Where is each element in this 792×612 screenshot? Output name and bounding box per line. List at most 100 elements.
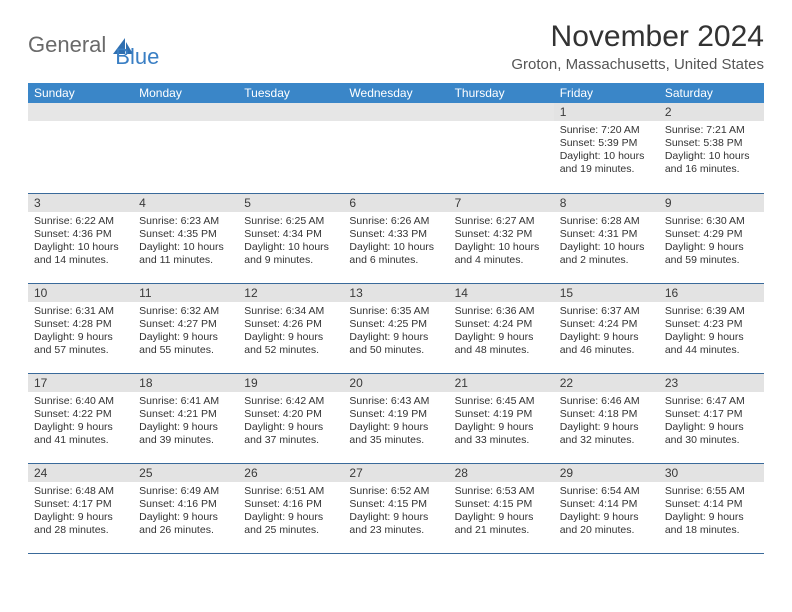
calendar-day-cell: 4Sunrise: 6:23 AMSunset: 4:35 PMDaylight… — [133, 193, 238, 283]
day-details: Sunrise: 6:52 AMSunset: 4:15 PMDaylight:… — [343, 482, 448, 542]
calendar-header-row: SundayMondayTuesdayWednesdayThursdayFrid… — [28, 83, 764, 103]
day-details: Sunrise: 6:37 AMSunset: 4:24 PMDaylight:… — [554, 302, 659, 362]
day-details: Sunrise: 6:45 AMSunset: 4:19 PMDaylight:… — [449, 392, 554, 452]
weekday-header: Friday — [554, 83, 659, 103]
day-number: 23 — [659, 374, 764, 392]
calendar-day-cell: 12Sunrise: 6:34 AMSunset: 4:26 PMDayligh… — [238, 283, 343, 373]
day-number: 20 — [343, 374, 448, 392]
day-number: 10 — [28, 284, 133, 302]
calendar-week-row: 24Sunrise: 6:48 AMSunset: 4:17 PMDayligh… — [28, 463, 764, 553]
calendar-day-cell: 8Sunrise: 6:28 AMSunset: 4:31 PMDaylight… — [554, 193, 659, 283]
day-details: Sunrise: 6:27 AMSunset: 4:32 PMDaylight:… — [449, 212, 554, 272]
calendar-day-cell: 26Sunrise: 6:51 AMSunset: 4:16 PMDayligh… — [238, 463, 343, 553]
day-number: 8 — [554, 194, 659, 212]
day-number: 19 — [238, 374, 343, 392]
day-number-empty — [133, 103, 238, 121]
day-number: 29 — [554, 464, 659, 482]
day-number: 25 — [133, 464, 238, 482]
day-number: 9 — [659, 194, 764, 212]
day-number: 16 — [659, 284, 764, 302]
day-number: 22 — [554, 374, 659, 392]
calendar-day-cell — [133, 103, 238, 193]
calendar-day-cell: 22Sunrise: 6:46 AMSunset: 4:18 PMDayligh… — [554, 373, 659, 463]
day-details: Sunrise: 6:53 AMSunset: 4:15 PMDaylight:… — [449, 482, 554, 542]
day-details: Sunrise: 7:20 AMSunset: 5:39 PMDaylight:… — [554, 121, 659, 181]
calendar-day-cell: 2Sunrise: 7:21 AMSunset: 5:38 PMDaylight… — [659, 103, 764, 193]
day-details: Sunrise: 6:25 AMSunset: 4:34 PMDaylight:… — [238, 212, 343, 272]
day-number: 14 — [449, 284, 554, 302]
day-number: 4 — [133, 194, 238, 212]
day-details: Sunrise: 6:49 AMSunset: 4:16 PMDaylight:… — [133, 482, 238, 542]
day-number: 5 — [238, 194, 343, 212]
day-number: 28 — [449, 464, 554, 482]
day-details: Sunrise: 6:32 AMSunset: 4:27 PMDaylight:… — [133, 302, 238, 362]
weekday-header: Thursday — [449, 83, 554, 103]
day-details: Sunrise: 6:47 AMSunset: 4:17 PMDaylight:… — [659, 392, 764, 452]
calendar-day-cell — [449, 103, 554, 193]
day-details: Sunrise: 6:36 AMSunset: 4:24 PMDaylight:… — [449, 302, 554, 362]
day-details: Sunrise: 6:41 AMSunset: 4:21 PMDaylight:… — [133, 392, 238, 452]
calendar-day-cell: 18Sunrise: 6:41 AMSunset: 4:21 PMDayligh… — [133, 373, 238, 463]
calendar-day-cell: 7Sunrise: 6:27 AMSunset: 4:32 PMDaylight… — [449, 193, 554, 283]
calendar-day-cell: 24Sunrise: 6:48 AMSunset: 4:17 PMDayligh… — [28, 463, 133, 553]
day-number: 3 — [28, 194, 133, 212]
calendar-week-row: 17Sunrise: 6:40 AMSunset: 4:22 PMDayligh… — [28, 373, 764, 463]
calendar-day-cell — [343, 103, 448, 193]
header: General Blue November 2024 Groton, Massa… — [28, 20, 764, 73]
day-number-empty — [449, 103, 554, 121]
day-details: Sunrise: 6:26 AMSunset: 4:33 PMDaylight:… — [343, 212, 448, 272]
calendar-week-row: 10Sunrise: 6:31 AMSunset: 4:28 PMDayligh… — [28, 283, 764, 373]
day-number: 7 — [449, 194, 554, 212]
calendar-day-cell: 17Sunrise: 6:40 AMSunset: 4:22 PMDayligh… — [28, 373, 133, 463]
weekday-header: Tuesday — [238, 83, 343, 103]
calendar-day-cell: 20Sunrise: 6:43 AMSunset: 4:19 PMDayligh… — [343, 373, 448, 463]
day-details: Sunrise: 6:23 AMSunset: 4:35 PMDaylight:… — [133, 212, 238, 272]
calendar-day-cell: 10Sunrise: 6:31 AMSunset: 4:28 PMDayligh… — [28, 283, 133, 373]
day-details: Sunrise: 6:34 AMSunset: 4:26 PMDaylight:… — [238, 302, 343, 362]
day-details: Sunrise: 6:46 AMSunset: 4:18 PMDaylight:… — [554, 392, 659, 452]
calendar-day-cell: 14Sunrise: 6:36 AMSunset: 4:24 PMDayligh… — [449, 283, 554, 373]
calendar-day-cell — [238, 103, 343, 193]
day-details: Sunrise: 6:43 AMSunset: 4:19 PMDaylight:… — [343, 392, 448, 452]
day-number-empty — [238, 103, 343, 121]
day-details: Sunrise: 6:51 AMSunset: 4:16 PMDaylight:… — [238, 482, 343, 542]
calendar-day-cell: 9Sunrise: 6:30 AMSunset: 4:29 PMDaylight… — [659, 193, 764, 283]
calendar-day-cell: 5Sunrise: 6:25 AMSunset: 4:34 PMDaylight… — [238, 193, 343, 283]
calendar-week-row: 1Sunrise: 7:20 AMSunset: 5:39 PMDaylight… — [28, 103, 764, 193]
calendar-day-cell: 30Sunrise: 6:55 AMSunset: 4:14 PMDayligh… — [659, 463, 764, 553]
logo-text-2: Blue — [115, 44, 159, 70]
day-details: Sunrise: 6:54 AMSunset: 4:14 PMDaylight:… — [554, 482, 659, 542]
day-details: Sunrise: 6:48 AMSunset: 4:17 PMDaylight:… — [28, 482, 133, 542]
day-details: Sunrise: 6:40 AMSunset: 4:22 PMDaylight:… — [28, 392, 133, 452]
day-number: 21 — [449, 374, 554, 392]
day-number: 17 — [28, 374, 133, 392]
day-details: Sunrise: 6:35 AMSunset: 4:25 PMDaylight:… — [343, 302, 448, 362]
calendar-day-cell: 11Sunrise: 6:32 AMSunset: 4:27 PMDayligh… — [133, 283, 238, 373]
day-details: Sunrise: 6:55 AMSunset: 4:14 PMDaylight:… — [659, 482, 764, 542]
weekday-header: Sunday — [28, 83, 133, 103]
logo-text-1: General — [28, 32, 106, 58]
day-details: Sunrise: 6:28 AMSunset: 4:31 PMDaylight:… — [554, 212, 659, 272]
day-number: 18 — [133, 374, 238, 392]
day-details: Sunrise: 6:42 AMSunset: 4:20 PMDaylight:… — [238, 392, 343, 452]
day-number: 11 — [133, 284, 238, 302]
day-number: 6 — [343, 194, 448, 212]
day-number-empty — [343, 103, 448, 121]
weekday-header: Monday — [133, 83, 238, 103]
day-number: 2 — [659, 103, 764, 121]
calendar-day-cell: 13Sunrise: 6:35 AMSunset: 4:25 PMDayligh… — [343, 283, 448, 373]
day-number: 13 — [343, 284, 448, 302]
calendar-day-cell: 28Sunrise: 6:53 AMSunset: 4:15 PMDayligh… — [449, 463, 554, 553]
day-details: Sunrise: 6:31 AMSunset: 4:28 PMDaylight:… — [28, 302, 133, 362]
day-details: Sunrise: 7:21 AMSunset: 5:38 PMDaylight:… — [659, 121, 764, 181]
day-number: 12 — [238, 284, 343, 302]
calendar-day-cell: 29Sunrise: 6:54 AMSunset: 4:14 PMDayligh… — [554, 463, 659, 553]
title-block: November 2024 Groton, Massachusetts, Uni… — [511, 20, 764, 73]
calendar-day-cell: 21Sunrise: 6:45 AMSunset: 4:19 PMDayligh… — [449, 373, 554, 463]
weekday-header: Saturday — [659, 83, 764, 103]
calendar-day-cell: 1Sunrise: 7:20 AMSunset: 5:39 PMDaylight… — [554, 103, 659, 193]
location: Groton, Massachusetts, United States — [511, 56, 764, 73]
month-title: November 2024 — [511, 20, 764, 54]
calendar-day-cell: 6Sunrise: 6:26 AMSunset: 4:33 PMDaylight… — [343, 193, 448, 283]
day-number-empty — [28, 103, 133, 121]
